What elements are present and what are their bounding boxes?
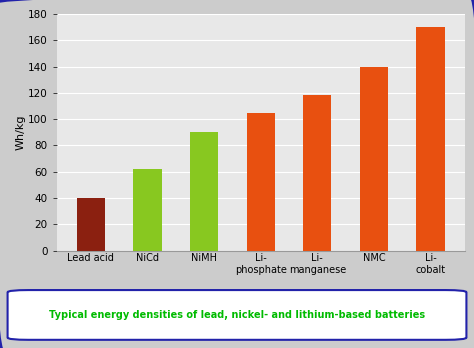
Text: Typical energy densities of lead, nickel- and lithium-based batteries: Typical energy densities of lead, nickel… (49, 310, 425, 320)
Bar (303, 95, 331, 251)
FancyBboxPatch shape (8, 290, 466, 340)
Bar (133, 169, 162, 251)
Y-axis label: Wh/kg: Wh/kg (15, 114, 25, 150)
Bar (77, 198, 105, 251)
Bar (246, 112, 275, 251)
Bar (190, 132, 218, 251)
Bar (416, 27, 445, 251)
Bar (360, 66, 388, 251)
